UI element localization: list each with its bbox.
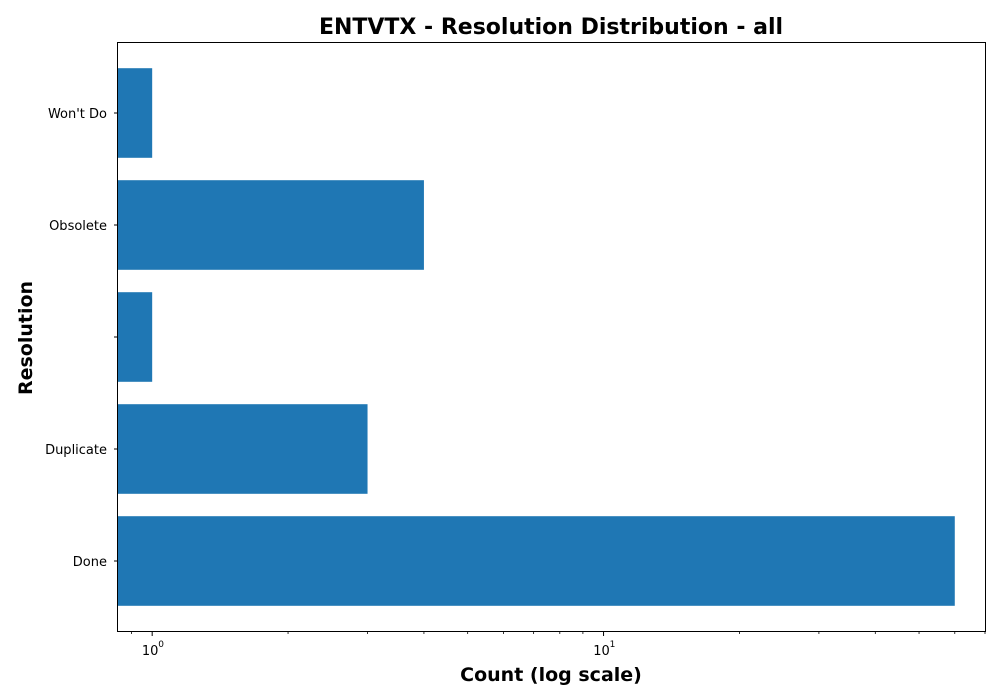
bar [118,180,424,270]
y-ticks-group: Done Duplicate Obsolete Won't Do [45,107,118,570]
x-ticks-group: 10 0 10 1 [131,631,986,659]
y-tick-label: Won't Do [48,107,107,122]
bar [118,404,368,494]
y-tick-label: Obsolete [49,219,107,234]
x-tick-label: 10 [593,644,610,659]
x-axis-label: Count (log scale) [460,664,642,686]
y-tick-label: Done [73,555,107,570]
y-axis-label: Resolution [15,281,37,395]
x-tick-label-exponent: 0 [158,640,164,650]
bar [118,516,955,606]
bars-group [118,68,955,606]
x-tick-label: 10 [142,644,159,659]
chart-title: ENTVTX - Resolution Distribution - all [319,15,783,40]
bar [118,68,153,158]
x-tick-label-exponent: 1 [610,640,616,650]
bar [118,292,153,382]
plot-frame [117,42,986,632]
y-tick-label: Duplicate [45,443,107,458]
